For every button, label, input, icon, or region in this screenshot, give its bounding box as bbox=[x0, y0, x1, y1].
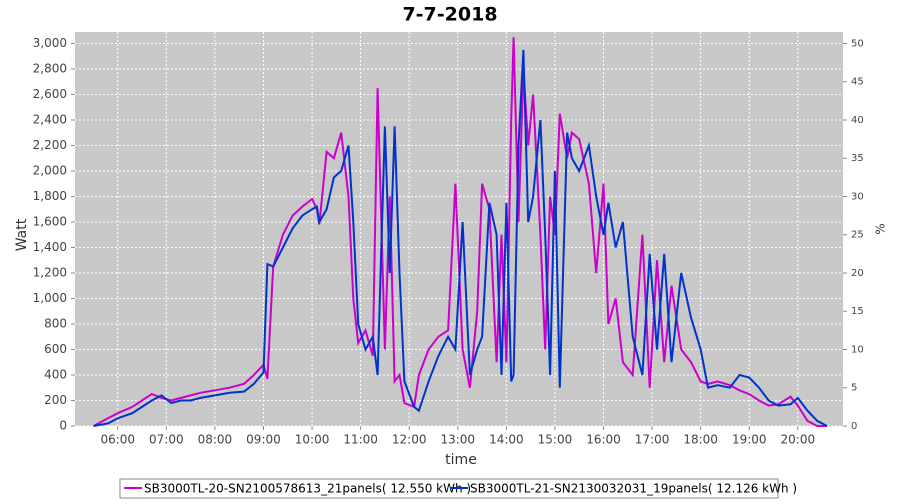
y-tick-label: 600 bbox=[44, 342, 67, 356]
y-tick-label: 3,000 bbox=[33, 36, 67, 50]
y-tick-label: 2,400 bbox=[33, 112, 67, 126]
series-line bbox=[93, 49, 828, 427]
y-tick-label: 400 bbox=[44, 367, 67, 381]
y-tick-label: 2,000 bbox=[33, 163, 67, 177]
y2-tick-label: 25 bbox=[851, 230, 864, 241]
x-tick-label: 20:00 bbox=[781, 433, 816, 447]
legend bbox=[119, 478, 779, 499]
x-tick-label: 17:00 bbox=[635, 433, 670, 447]
y-tick-label: 0 bbox=[59, 419, 67, 433]
x-tick-label: 19:00 bbox=[732, 433, 767, 447]
y2-tick-label: 10 bbox=[851, 344, 864, 355]
y-tick-label: 2,600 bbox=[33, 87, 67, 101]
y-tick-label: 1,600 bbox=[33, 214, 67, 228]
chart-title: 7-7-2018 bbox=[402, 4, 497, 26]
y-tick-label: 800 bbox=[44, 316, 67, 330]
y-axis-label: Watt bbox=[14, 218, 30, 251]
y2-tick-label: 35 bbox=[851, 153, 864, 164]
x-tick-label: 12:00 bbox=[392, 433, 427, 447]
x-tick-label: 09:00 bbox=[246, 433, 281, 447]
y2-tick-label: 0 bbox=[851, 421, 857, 432]
y2-tick-label: 30 bbox=[851, 191, 864, 202]
y-tick-label: 1,200 bbox=[33, 265, 67, 279]
plot-area bbox=[75, 32, 843, 426]
x-tick-label: 13:00 bbox=[440, 433, 475, 447]
x-tick-label: 06:00 bbox=[100, 433, 135, 447]
y2-tick-label: 45 bbox=[851, 77, 864, 88]
x-tick-label: 15:00 bbox=[538, 433, 573, 447]
y-tick-label: 1,800 bbox=[33, 189, 67, 203]
x-tick-label: 14:00 bbox=[489, 433, 524, 447]
y-tick-label: 1,000 bbox=[33, 291, 67, 305]
y-tick-label: 2,800 bbox=[33, 61, 67, 75]
x-tick-label: 18:00 bbox=[683, 433, 718, 447]
y2-tick-label: 5 bbox=[851, 383, 857, 394]
y2-tick-label: 15 bbox=[851, 306, 864, 317]
legend-label: SB3000TL-20-SN2100578613_21panels( 12.55… bbox=[144, 482, 471, 496]
y-tick-label: 1,400 bbox=[33, 240, 67, 254]
x-tick-label: 10:00 bbox=[295, 433, 330, 447]
y2-tick-label: 50 bbox=[851, 38, 864, 49]
legend-label: SB3000TL-21-SN2130032031_19panels( 12.12… bbox=[470, 482, 797, 496]
y2-tick-label: 20 bbox=[851, 268, 864, 279]
y-tick-label: 2,200 bbox=[33, 138, 67, 152]
x-tick-label: 08:00 bbox=[198, 433, 233, 447]
x-tick-label: 07:00 bbox=[149, 433, 184, 447]
x-axis-label: time bbox=[445, 452, 477, 468]
y-tick-label: 200 bbox=[44, 393, 67, 407]
x-tick-label: 16:00 bbox=[586, 433, 621, 447]
y2-axis-label: % bbox=[874, 223, 888, 234]
y2-tick-label: 40 bbox=[851, 115, 864, 126]
x-tick-label: 11:00 bbox=[343, 433, 378, 447]
